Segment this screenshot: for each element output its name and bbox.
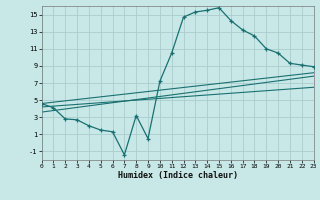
X-axis label: Humidex (Indice chaleur): Humidex (Indice chaleur) — [118, 171, 237, 180]
